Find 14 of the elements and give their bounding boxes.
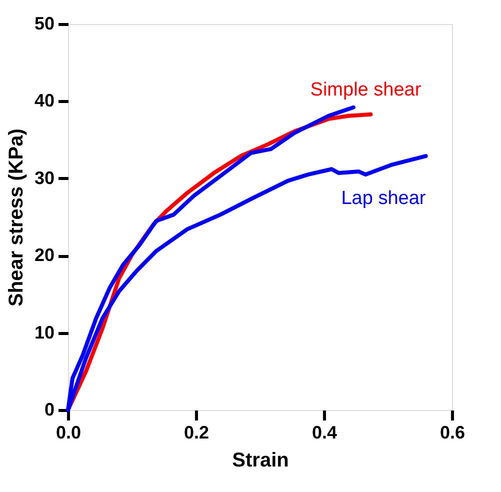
x-axis-title: Strain bbox=[232, 450, 289, 472]
y-tick-label: 40 bbox=[34, 90, 54, 111]
y-tick-label: 20 bbox=[34, 245, 54, 266]
y-axis-title: Shear stress (KPa) bbox=[5, 128, 28, 306]
x-tick-label: 0.4 bbox=[312, 422, 338, 442]
series-label: Lap shear bbox=[341, 188, 426, 210]
y-tick-label: 50 bbox=[34, 14, 54, 34]
y-tick-label: 10 bbox=[34, 322, 54, 342]
y-tick-label: 0 bbox=[44, 400, 54, 420]
x-tick-label: 0.0 bbox=[56, 422, 82, 442]
series-label: Simple shear bbox=[310, 79, 422, 100]
y-tick-label: 30 bbox=[34, 168, 54, 188]
x-tick-label: 0.2 bbox=[184, 422, 210, 442]
x-tick-label: 0.6 bbox=[440, 422, 466, 442]
